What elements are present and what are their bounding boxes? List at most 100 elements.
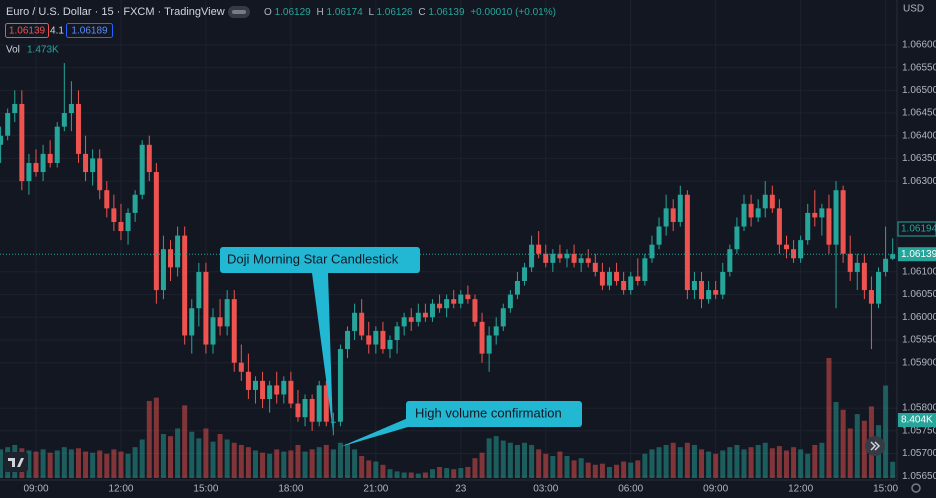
volume-bar: [295, 444, 301, 478]
candle-body: [769, 194, 775, 209]
candle-body: [125, 212, 131, 232]
volume-bar: [883, 385, 889, 478]
buy-box[interactable]: [66, 23, 113, 38]
candle-body: [514, 280, 520, 295]
callout-box: [406, 401, 582, 427]
volume-bar: [677, 447, 683, 478]
legend-value: 1.06126: [376, 7, 413, 18]
volume-bar: [444, 468, 450, 478]
candle-body: [621, 280, 627, 291]
candle-body: [833, 190, 839, 245]
logo[interactable]: [4, 452, 28, 472]
x-tick-label: 15:00: [193, 484, 218, 495]
volume-bar: [90, 452, 96, 478]
volume-bar: [437, 466, 443, 478]
x-tick-label: 09:00: [703, 484, 728, 495]
candle-body: [189, 308, 195, 336]
volume-bar: [663, 444, 669, 478]
volume-bar: [373, 461, 379, 478]
candle-body: [755, 208, 761, 218]
volume-bar: [274, 449, 280, 478]
candle-body: [175, 235, 181, 268]
volume-bar: [543, 453, 549, 478]
candle-body: [883, 258, 889, 272]
volume-bar: [337, 442, 343, 478]
settings-icon[interactable]: [911, 483, 921, 493]
candle-body: [68, 103, 74, 114]
legend-label: H: [317, 7, 324, 18]
volume-bar: [160, 433, 166, 478]
toggle-knob: [232, 10, 246, 14]
candle-body: [75, 103, 81, 154]
volume-bar: [175, 428, 181, 478]
volume-bar: [210, 441, 216, 478]
candle-body: [210, 317, 216, 345]
candle-body: [437, 303, 443, 309]
candle-body: [684, 194, 690, 291]
volume-bar: [592, 464, 598, 478]
x-tick-label: 15:00: [873, 484, 898, 495]
volume-bar: [500, 440, 506, 478]
volume-bar: [394, 471, 400, 478]
volume-bar: [826, 358, 832, 478]
volume-bar: [309, 449, 315, 478]
candle-body: [153, 172, 159, 291]
volume-bar: [61, 447, 67, 478]
legend-value: 1.06129: [275, 7, 312, 18]
y-tick-label: 1.05750: [902, 425, 936, 436]
y-tick-label: 1.06500: [902, 85, 936, 96]
volume-bar: [734, 444, 740, 478]
volume-bar: [776, 446, 782, 478]
candle-body: [493, 326, 499, 336]
volume-bar: [713, 453, 719, 478]
sell-box[interactable]: [5, 23, 49, 38]
candle-body: [536, 244, 542, 254]
y-tick-label: 1.06600: [902, 40, 936, 51]
candle-body: [861, 262, 867, 291]
y-tick-label: 1.05900: [902, 357, 936, 368]
candle-body: [245, 371, 251, 390]
candle-body: [550, 253, 556, 263]
spread: 4.1: [50, 26, 64, 37]
candle-body: [40, 153, 46, 173]
candle-body: [302, 399, 308, 418]
volume-bar: [833, 402, 839, 478]
volume-bar: [132, 447, 138, 478]
volume-bar: [691, 444, 697, 478]
candle-body: [373, 330, 379, 345]
candle-body: [429, 303, 435, 318]
candle-body: [670, 208, 676, 222]
candle-body: [203, 271, 209, 345]
candle-body: [97, 158, 103, 191]
candle-body: [196, 271, 202, 309]
candle-body: [798, 240, 804, 259]
candle-body: [160, 249, 166, 291]
candle-body: [182, 235, 188, 336]
volume-bar: [536, 449, 542, 478]
y-tick-label: 1.05950: [902, 335, 936, 346]
volume-bar: [323, 444, 329, 478]
candle-body: [267, 385, 273, 400]
candle-body: [557, 253, 563, 259]
volume-bar: [699, 449, 705, 478]
candle-body: [90, 158, 96, 173]
volume-bar: [861, 420, 867, 478]
volume-bar: [812, 444, 818, 478]
volume-bar: [168, 436, 174, 478]
volume-title: Vol: [6, 45, 20, 56]
candle-body: [720, 271, 726, 295]
candle-body: [323, 385, 329, 422]
candle-body: [224, 299, 230, 327]
volume-bar: [557, 451, 563, 478]
candle-body: [465, 294, 471, 300]
candle-body: [727, 249, 733, 272]
candle-body: [522, 267, 528, 281]
volume-bar: [97, 450, 103, 478]
volume-bar: [139, 439, 145, 478]
volume-bar: [0, 449, 4, 478]
volume-bar: [791, 447, 797, 478]
volume-bar: [585, 462, 591, 478]
volume-bar: [769, 448, 775, 478]
volume-bar: [458, 468, 464, 478]
volume-bar: [571, 460, 577, 478]
